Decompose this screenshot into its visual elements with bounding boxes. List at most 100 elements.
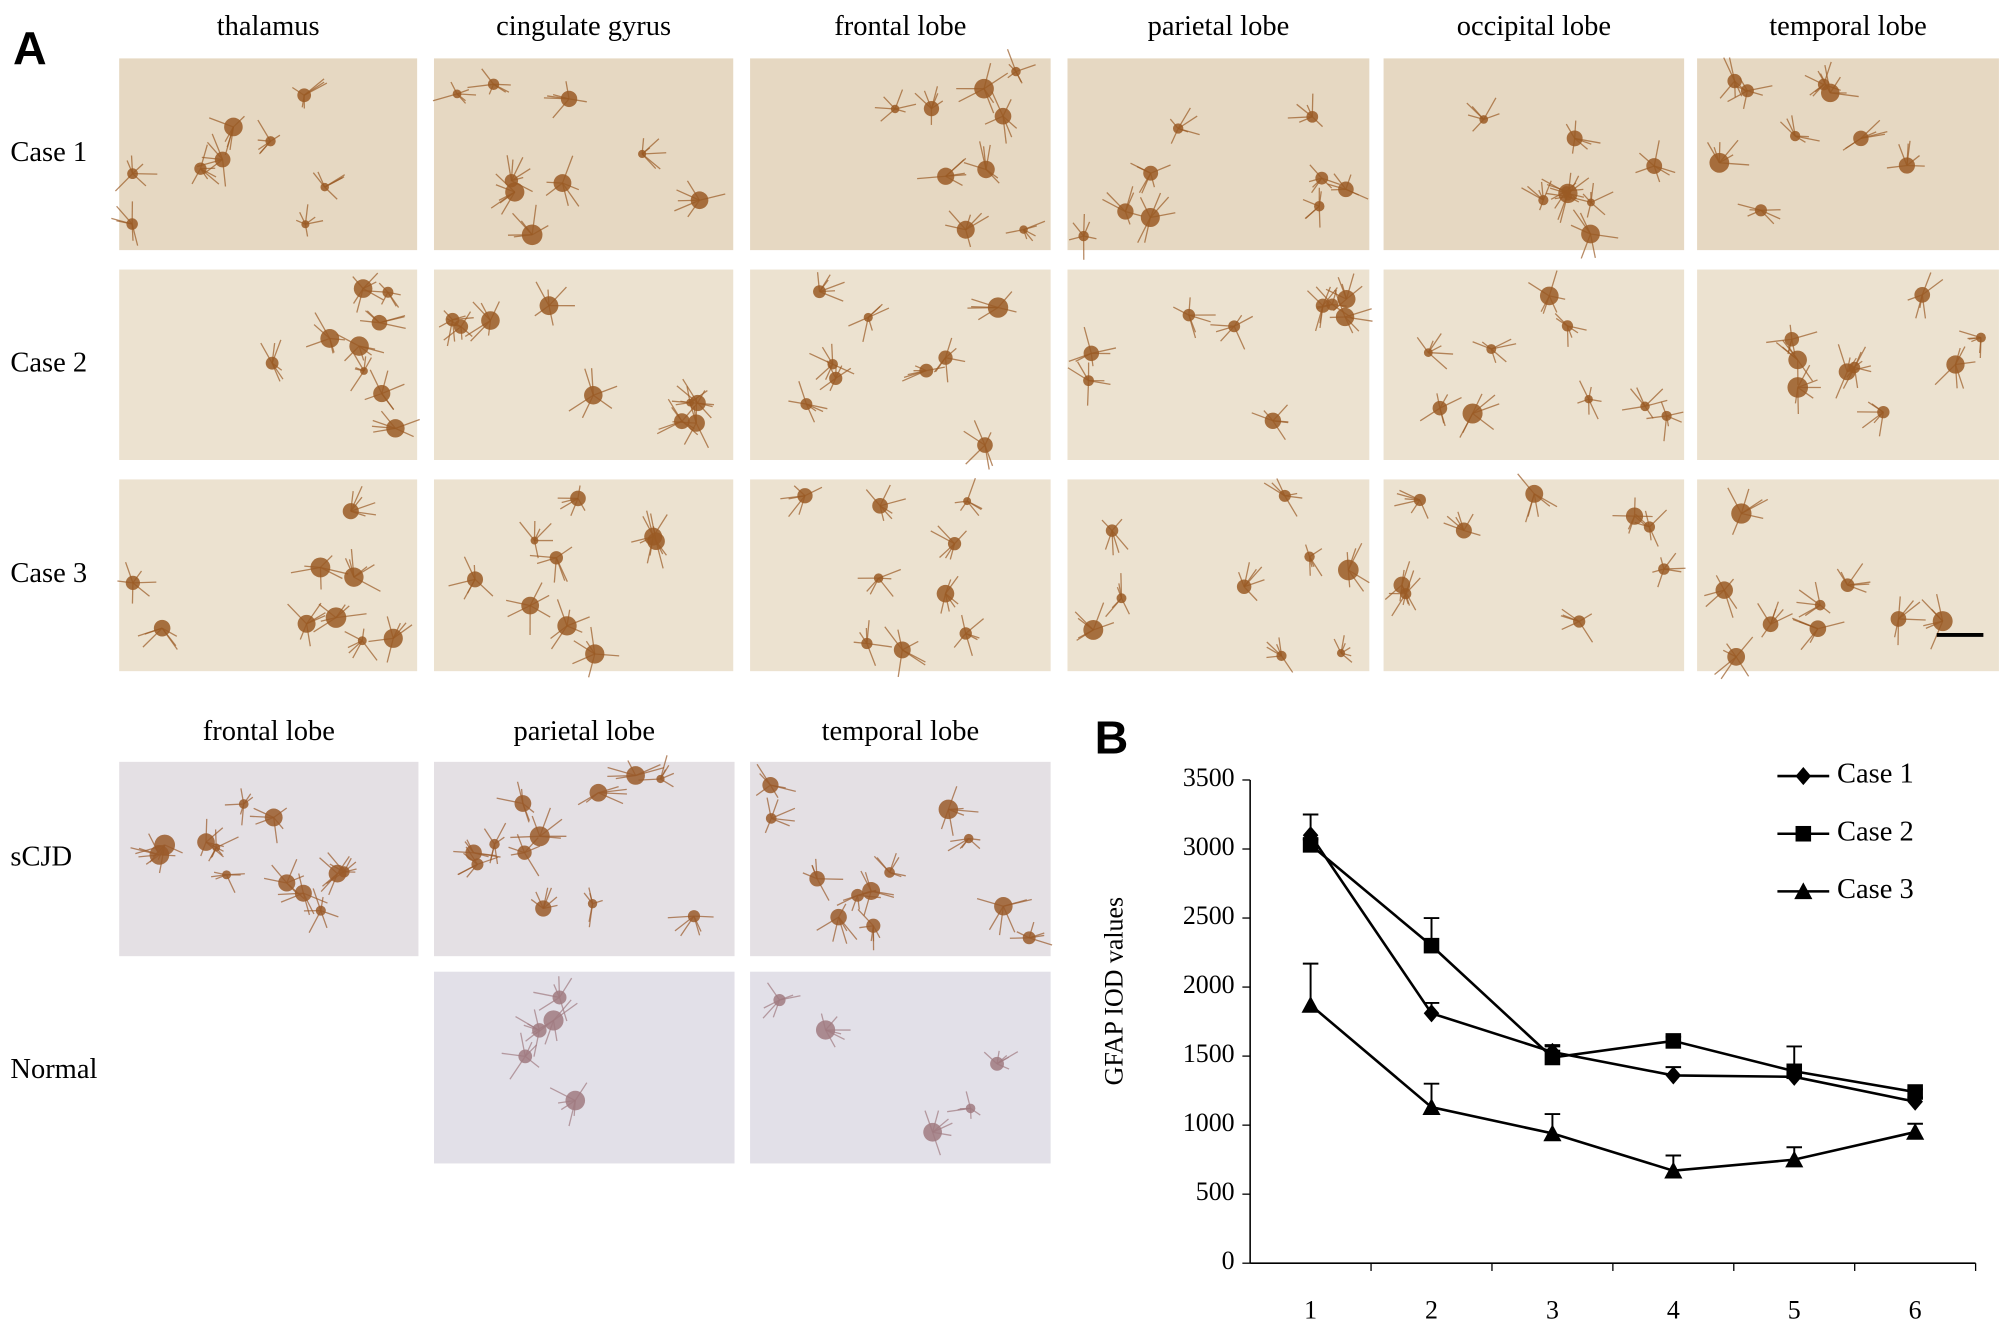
cell-body [1933, 611, 1953, 631]
y-tick-label: 500 [1196, 1177, 1235, 1206]
marker [1666, 1033, 1682, 1049]
cell-body [884, 867, 895, 878]
micrograph [119, 762, 418, 956]
cell-body [800, 398, 812, 410]
cell-body [1525, 485, 1543, 503]
y-tick-label: 2500 [1183, 901, 1235, 930]
cell-body [866, 919, 880, 933]
cell-body [762, 777, 778, 793]
cell-body [977, 161, 995, 179]
micrograph [1697, 58, 1999, 251]
y-tick-label: 3000 [1183, 832, 1235, 861]
micrograph [1067, 478, 1369, 672]
micrograph-bg [434, 58, 733, 250]
cell-body [891, 105, 899, 113]
cell-body [1106, 524, 1118, 536]
cell-body [1326, 299, 1338, 311]
cell-body [386, 419, 404, 437]
column-header: parietal lobe [1148, 11, 1290, 42]
cell-body [1662, 411, 1672, 421]
cell-body [1841, 578, 1855, 592]
cell-body [535, 900, 551, 916]
cell-body [316, 906, 326, 916]
cell-body [1463, 403, 1483, 423]
cell-body [222, 870, 231, 879]
cell-body [295, 885, 312, 902]
micrograph-bg [119, 58, 417, 250]
cell-body [1818, 79, 1830, 91]
cell-body [553, 990, 567, 1004]
cell-body [1741, 84, 1754, 97]
micrograph [1384, 58, 1685, 258]
column-header: parietal lobe [513, 716, 655, 747]
cell-body [1276, 651, 1286, 661]
cell-body [813, 285, 826, 298]
cell-body [688, 910, 700, 922]
cell-body [674, 413, 690, 429]
column-header: thalamus [217, 11, 320, 42]
cell-body [1755, 204, 1767, 216]
marker [1302, 996, 1320, 1013]
micrograph [433, 58, 733, 250]
cell-body [626, 766, 645, 785]
y-tick-label: 3500 [1183, 763, 1235, 792]
cell-body [1424, 348, 1433, 357]
cell-body [1486, 344, 1496, 354]
cell-body [1646, 158, 1662, 174]
cell-body [990, 1057, 1004, 1071]
cell-body [861, 638, 872, 649]
cell-body [1338, 182, 1354, 198]
cell-body [656, 775, 664, 783]
micrograph [750, 270, 1051, 470]
marker [1424, 938, 1440, 954]
cell-body [1023, 931, 1036, 944]
cell-body [358, 636, 367, 645]
cell-body [329, 865, 347, 883]
cell-body [1304, 551, 1314, 561]
cell-body [1084, 346, 1099, 361]
cell-body [453, 89, 462, 98]
cell-body [515, 795, 532, 812]
cell-body [691, 191, 709, 209]
cell-body [344, 567, 363, 586]
cell-body [1914, 287, 1930, 303]
y-tick-label: 2000 [1183, 970, 1235, 999]
cell-body [554, 174, 572, 192]
micrograph [434, 755, 735, 956]
cell-body [995, 108, 1012, 125]
cell-body [924, 101, 939, 116]
cell-body [1141, 208, 1160, 227]
cell-body [957, 221, 975, 239]
row-label: Case 2 [10, 347, 87, 378]
cell-body [517, 846, 531, 860]
cell-body [1626, 508, 1643, 525]
cell-body [154, 835, 175, 856]
cell-body [1567, 130, 1583, 146]
cell-body [1117, 203, 1133, 219]
marker [1796, 767, 1812, 785]
cell-body [966, 1104, 976, 1114]
cell-body [488, 79, 499, 90]
cell-body [343, 503, 359, 519]
micrograph [1067, 270, 1372, 460]
cell-body [1644, 521, 1655, 532]
cell-body [382, 287, 393, 298]
cell-body [872, 498, 888, 514]
cell-body [1709, 153, 1729, 173]
row-label: Case 3 [10, 558, 87, 589]
y-tick-label: 0 [1222, 1246, 1235, 1275]
cell-body [1815, 600, 1826, 611]
micrograph [1384, 270, 1685, 460]
cell-body [1433, 401, 1448, 416]
micrograph-bg [119, 479, 417, 671]
cell-body [1479, 115, 1488, 124]
marker [1545, 1050, 1561, 1066]
micrograph [750, 478, 1051, 677]
cell-body [1019, 225, 1028, 234]
cell-body [239, 799, 249, 809]
cell-body [265, 809, 283, 827]
cell-body [1849, 362, 1860, 373]
panel-label: A [13, 22, 47, 74]
cell-body [588, 899, 597, 908]
column-header: occipital lobe [1457, 11, 1611, 42]
